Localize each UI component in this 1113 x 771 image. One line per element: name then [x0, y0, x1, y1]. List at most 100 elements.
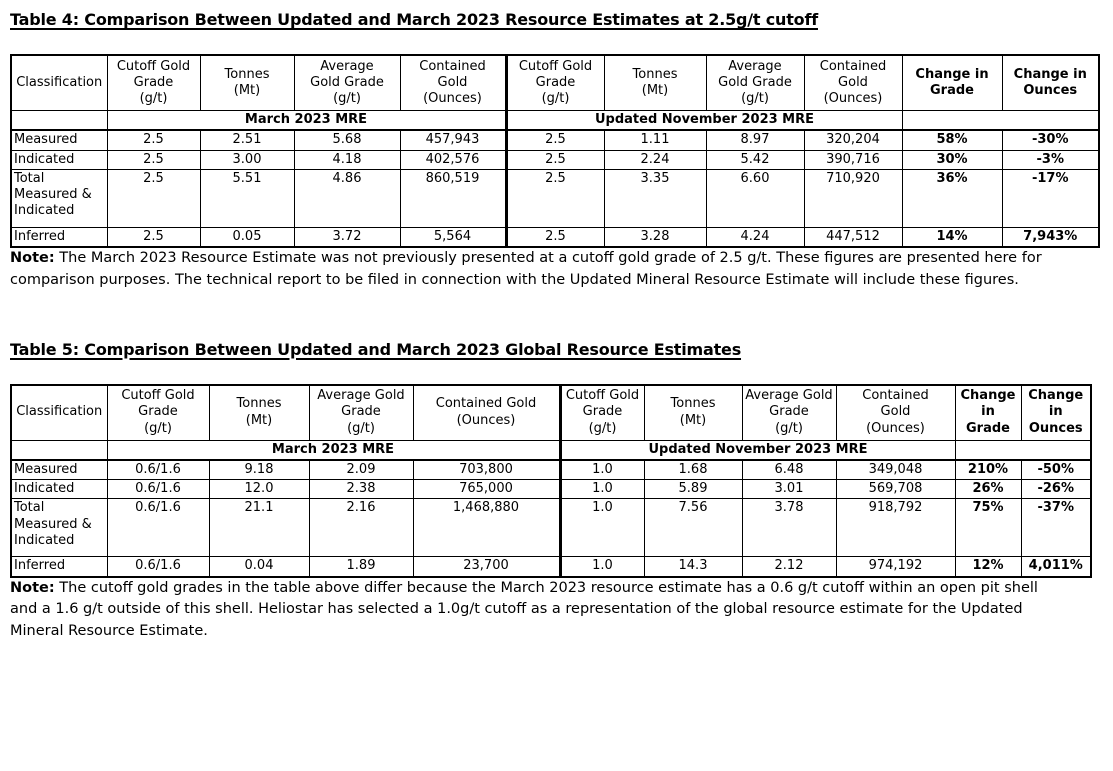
table-cell: 2.5 — [106, 168, 201, 228]
table-cell: 2.5 — [504, 226, 605, 248]
table-cell: Total Measured & Indicated — [10, 168, 108, 228]
table-row-measured: Measured 2.5 2.51 5.68 457,943 2.5 1.11 … — [10, 129, 1100, 151]
band-label-march: March 2023 MRE — [106, 439, 561, 461]
table-cell: 2.12 — [741, 556, 837, 577]
table-cell: 26% — [954, 478, 1022, 500]
band-label-updated: Updated November 2023 MRE — [558, 439, 956, 461]
table-cell: Inferred — [10, 556, 108, 577]
table-cell: 12% — [954, 556, 1022, 577]
table-cell: 8.97 — [705, 129, 805, 151]
table5-global-resource-comparison: Classification Cutoff Gold Grade (g/t) T… — [10, 383, 1092, 578]
table-cell: -17% — [1001, 168, 1100, 228]
column-header: Average Gold Grade (g/t) — [741, 384, 837, 441]
table5-band-row: March 2023 MRE Updated November 2023 MRE — [10, 439, 1092, 461]
table-cell: 5,564 — [399, 226, 507, 248]
column-header: Tonnes (Mt) — [603, 54, 707, 111]
table-cell — [10, 439, 108, 461]
table-cell: 4.86 — [293, 168, 401, 228]
table-cell: 569,708 — [835, 478, 956, 500]
band-label-march: March 2023 MRE — [106, 110, 507, 132]
table-cell: 349,048 — [835, 459, 956, 480]
table-cell: 0.05 — [199, 226, 295, 248]
table-cell: 2.5 — [106, 226, 201, 248]
table-cell: 75% — [954, 498, 1022, 558]
table-cell: 2.5 — [106, 129, 201, 151]
column-header: Cutoff Gold Grade (g/t) — [106, 384, 210, 441]
column-header: Contained Gold (Ounces) — [399, 54, 507, 111]
table-row-inferred: Inferred 2.5 0.05 3.72 5,564 2.5 3.28 4.… — [10, 226, 1100, 248]
note-text: The cutoff gold grades in the table abov… — [10, 579, 1038, 640]
table-row-measured: Measured 0.6/1.6 9.18 2.09 703,800 1.0 1… — [10, 459, 1092, 480]
table-cell: 390,716 — [803, 149, 903, 170]
table-cell: 2.5 — [504, 129, 605, 151]
table-cell: 0.6/1.6 — [106, 498, 210, 558]
table-cell: Total Measured & Indicated — [10, 498, 108, 558]
table5-title-text: Table 5: Comparison Between Updated and … — [10, 339, 742, 359]
table4-band-row: March 2023 MRE Updated November 2023 MRE — [10, 110, 1100, 132]
table-row-indicated: Indicated 2.5 3.00 4.18 402,576 2.5 2.24… — [10, 149, 1100, 170]
table-cell: 6.48 — [741, 459, 837, 480]
column-header: Change in Grade — [901, 54, 1003, 111]
table5-title: Table 5: Comparison Between Updated and … — [10, 340, 1103, 359]
table-cell: 3.28 — [603, 226, 707, 248]
note-table5: Note: The cutoff gold grades in the tabl… — [10, 578, 1058, 643]
band-label-updated: Updated November 2023 MRE — [504, 110, 903, 132]
table-cell: 2.5 — [504, 149, 605, 170]
table-cell: 447,512 — [803, 226, 903, 248]
table-cell: -30% — [1001, 129, 1100, 151]
table-cell: 1,468,880 — [412, 498, 561, 558]
table-cell: 974,192 — [835, 556, 956, 577]
table4-header-row: Classification Cutoff Gold Grade (g/t) T… — [10, 54, 1100, 111]
table-cell: 7.56 — [643, 498, 743, 558]
table-cell: 1.0 — [558, 556, 645, 577]
column-header: Contained Gold (Ounces) — [835, 384, 956, 441]
table-row-indicated: Indicated 0.6/1.6 12.0 2.38 765,000 1.0 … — [10, 478, 1092, 500]
table-cell — [10, 110, 108, 132]
document-page: Table 4: Comparison Between Updated and … — [10, 10, 1103, 643]
column-header: Contained Gold (Ounces) — [803, 54, 903, 111]
table-cell: 402,576 — [399, 149, 507, 170]
table-cell: 12.0 — [208, 478, 310, 500]
table-cell: 5.42 — [705, 149, 805, 170]
table-cell: 918,792 — [835, 498, 956, 558]
column-header: Change in Ounces — [1001, 54, 1100, 111]
table4-title: Table 4: Comparison Between Updated and … — [10, 10, 1103, 29]
table-cell: Indicated — [10, 149, 108, 170]
column-header: Cutoff Gold Grade (g/t) — [504, 54, 605, 111]
note-text: The March 2023 Resource Estimate was not… — [10, 250, 1042, 288]
table4-resource-comparison: Classification Cutoff Gold Grade (g/t) T… — [10, 54, 1100, 248]
table-cell: 58% — [901, 129, 1003, 151]
table-cell: 2.5 — [106, 149, 201, 170]
table-cell: 210% — [954, 459, 1022, 480]
table-cell: 3.72 — [293, 226, 401, 248]
column-header: Tonnes (Mt) — [643, 384, 743, 441]
table-cell: 14.3 — [643, 556, 743, 577]
table-cell — [901, 110, 1100, 132]
table-cell: 3.01 — [741, 478, 837, 500]
table-cell: 1.0 — [558, 498, 645, 558]
table-cell: Measured — [10, 129, 108, 151]
table-cell: 1.0 — [558, 459, 645, 480]
column-header: Average Gold Grade (g/t) — [293, 54, 401, 111]
note-label: Note: — [10, 579, 55, 596]
table4-title-text: Table 4: Comparison Between Updated and … — [10, 10, 818, 29]
table-cell: 710,920 — [803, 168, 903, 228]
column-header: Cutoff Gold Grade (g/t) — [106, 54, 201, 111]
table-cell: 7,943% — [1001, 226, 1100, 248]
note-table4: Note: The March 2023 Resource Estimate w… — [10, 248, 1058, 292]
table-cell: 0.6/1.6 — [106, 556, 210, 577]
table-cell: -37% — [1020, 498, 1092, 558]
table-cell: 21.1 — [208, 498, 310, 558]
table-cell: 3.78 — [741, 498, 837, 558]
table-cell: 1.89 — [308, 556, 414, 577]
table-cell: 23,700 — [412, 556, 561, 577]
table-cell: -50% — [1020, 459, 1092, 480]
table-cell — [954, 439, 1092, 461]
column-header: Tonnes (Mt) — [208, 384, 310, 441]
table-cell: 860,519 — [399, 168, 507, 228]
table-cell: -26% — [1020, 478, 1092, 500]
table-cell: 3.35 — [603, 168, 707, 228]
table-row-inferred: Inferred 0.6/1.6 0.04 1.89 23,700 1.0 14… — [10, 556, 1092, 577]
note-label: Note: — [10, 250, 55, 266]
table-cell: Indicated — [10, 478, 108, 500]
